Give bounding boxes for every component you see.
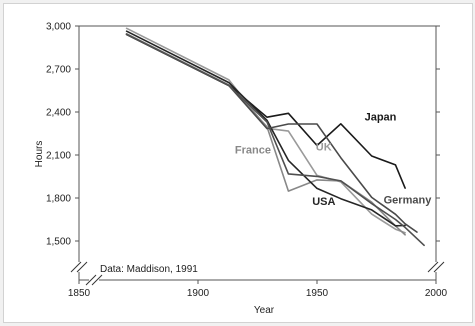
y-tick-label: 1,800 [46,194,71,205]
right-axis-break-mark-2 [433,261,445,273]
series-label-japan: Japan [365,112,397,124]
hours-chart: 1,500 1,800 2,100 2,400 2,700 3,000 1850 1900 19… [34,22,448,317]
y-tick-label: 1,500 [46,237,71,248]
source-note: Data: Maddison, 1991 [100,264,198,275]
series-label-germany: Germany [384,195,433,207]
y-axis-break-mark-2 [76,261,88,273]
x-axis-break-mark-1 [85,274,97,286]
x-tick-label: 1900 [187,288,210,299]
series-line-japan [125,33,406,189]
x-axis-title: Year [254,305,275,316]
series-line-germany [125,33,418,233]
x-tick-label: 1950 [306,288,329,299]
y-tick-label: 2,400 [46,108,71,119]
x-axis-break-mark-2 [91,274,103,286]
plot-frame [70,25,445,286]
y-axis-title: Hours [34,141,45,168]
y-tick-label: 2,700 [46,65,71,76]
axis-ticks: 1,500 1,800 2,100 2,400 2,700 3,000 1850 1900 19… [46,22,448,300]
series-label-france: France [235,145,271,157]
chart-panel: 1,500 1,800 2,100 2,400 2,700 3,000 1850 1900 19… [3,3,473,323]
series-label-uk: UK [316,142,332,154]
series-label-usa: USA [312,196,335,208]
series-lines [125,27,425,247]
right-axis-break-mark-1 [427,261,439,273]
x-tick-label: 1850 [68,288,91,299]
y-axis-break-mark-1 [70,261,82,273]
x-tick-label: 2000 [425,288,448,299]
y-tick-label: 3,000 [46,22,71,33]
series-line-unlabeled [125,33,425,247]
y-tick-label: 2,100 [46,151,71,162]
series-line-uk [125,27,406,234]
series-labels: Japan UK France USA Germany [235,112,432,209]
series-line-usa [125,30,406,227]
